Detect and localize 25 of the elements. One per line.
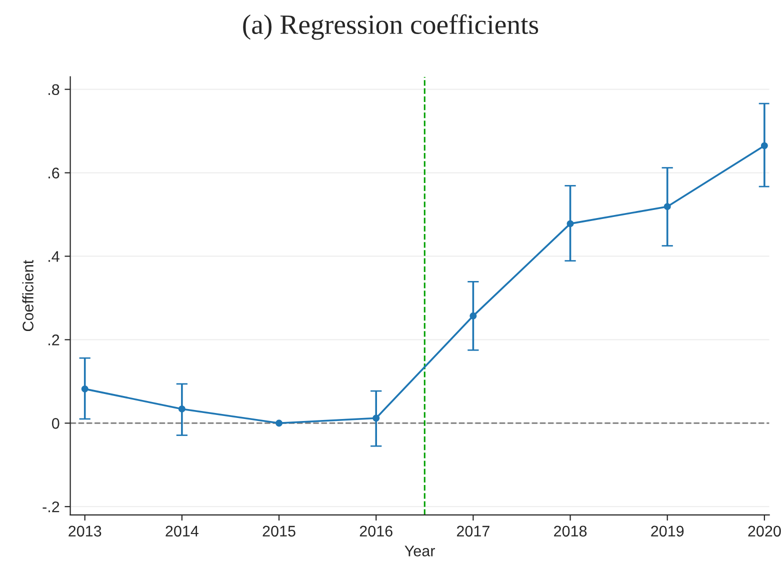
- y-tick-label: .2: [48, 334, 60, 346]
- y-tick-label: 0: [52, 418, 60, 429]
- point: [178, 405, 186, 412]
- x-tick-label: 2020: [748, 526, 781, 537]
- chart-title: (a) Regression coefficients: [243, 14, 538, 40]
- x-tick-label: 2018: [554, 526, 587, 537]
- point: [276, 420, 282, 427]
- x-tick-label: 2017: [456, 526, 490, 537]
- point: [470, 312, 477, 320]
- x-tick-label: 2015: [262, 526, 296, 537]
- x-tick-label: 2013: [68, 526, 102, 537]
- y-tick-label: .8: [48, 84, 60, 96]
- y-tick-label: .6: [48, 168, 60, 178]
- x-tick-label: 2016: [360, 526, 392, 537]
- point: [664, 203, 671, 210]
- y-tick-label: -.2: [42, 501, 60, 512]
- x-tick-label: 2014: [166, 526, 198, 537]
- x-axis-title: Year: [404, 546, 435, 556]
- point: [81, 385, 88, 392]
- point: [372, 414, 380, 422]
- y-tick-label: .4: [48, 251, 60, 262]
- y-axis-title: Coefficient: [22, 260, 34, 332]
- point: [760, 142, 768, 150]
- x-tick-label: 2019: [651, 526, 684, 537]
- point: [566, 220, 574, 228]
